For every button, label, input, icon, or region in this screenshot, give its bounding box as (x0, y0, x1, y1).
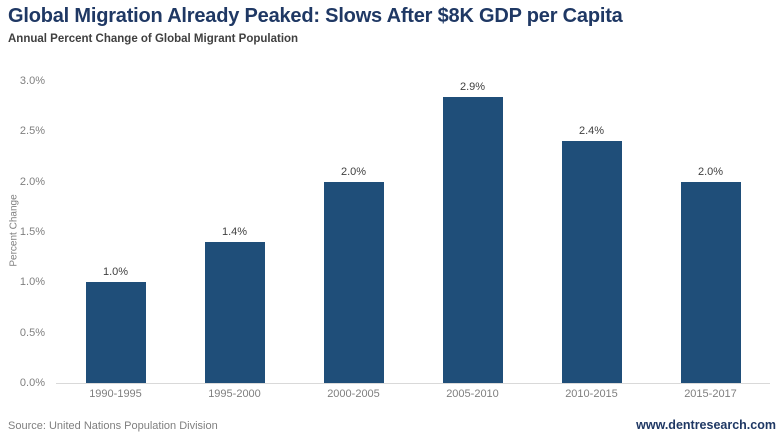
bar-value-label: 2.0% (697, 165, 724, 178)
x-tick-label: 2000-2005 (327, 388, 380, 400)
y-tick-label: 2.5% (19, 125, 45, 138)
y-axis-ticks: 0.0% 0.5% 1.0% 1.5% 2.0% 2.5% 3.0% (0, 75, 48, 389)
x-axis-labels: 1990-1995 1995-2000 2000-2005 2005-2010 2010… (56, 388, 770, 400)
bar-column: 2.9% (413, 81, 532, 383)
x-tick-label: 1995-2000 (208, 388, 261, 400)
bar-value-label: 2.4% (578, 125, 605, 138)
y-tick-label: 0.0% (19, 377, 45, 389)
x-tick-label: 2005-2010 (446, 388, 499, 400)
x-tick-label: 1990-1995 (89, 388, 142, 400)
y-tick-label: 1.5% (19, 226, 45, 238)
website-link[interactable]: www.dentresearch.com (636, 418, 776, 432)
bar-column: 1.4% (175, 81, 294, 383)
y-tick-label: 2.0% (19, 175, 45, 188)
bar (85, 282, 146, 383)
bar (561, 141, 622, 383)
bar-column: 2.0% (651, 81, 770, 383)
bar-plot-area: 1.0% 1.4% 2.0% 2.9% 2.4% 2.0% (56, 81, 770, 384)
bar-value-label: 1.4% (221, 226, 248, 239)
bar-column: 2.0% (294, 81, 413, 383)
bar-column: 2.4% (532, 81, 651, 383)
y-tick-label: 3.0% (19, 75, 45, 87)
bar-value-label: 1.0% (102, 266, 129, 279)
bar-value-label: 2.9% (459, 81, 486, 93)
x-tick-label: 2010-2015 (565, 388, 618, 400)
y-tick-label: 1.0% (19, 276, 45, 289)
x-tick-label: 2015-2017 (684, 388, 737, 400)
bar (442, 97, 503, 383)
bar (204, 242, 265, 383)
source-note: Source: United Nations Population Divisi… (8, 420, 218, 432)
bar-column: 1.0% (56, 81, 175, 383)
bar-value-label: 2.0% (340, 165, 367, 178)
chart-subtitle: Annual Percent Change of Global Migrant … (8, 33, 299, 45)
chart-title: Global Migration Already Peaked: Slows A… (8, 5, 623, 27)
y-tick-label: 0.5% (19, 326, 45, 339)
bar (680, 181, 741, 383)
bar (323, 181, 384, 383)
